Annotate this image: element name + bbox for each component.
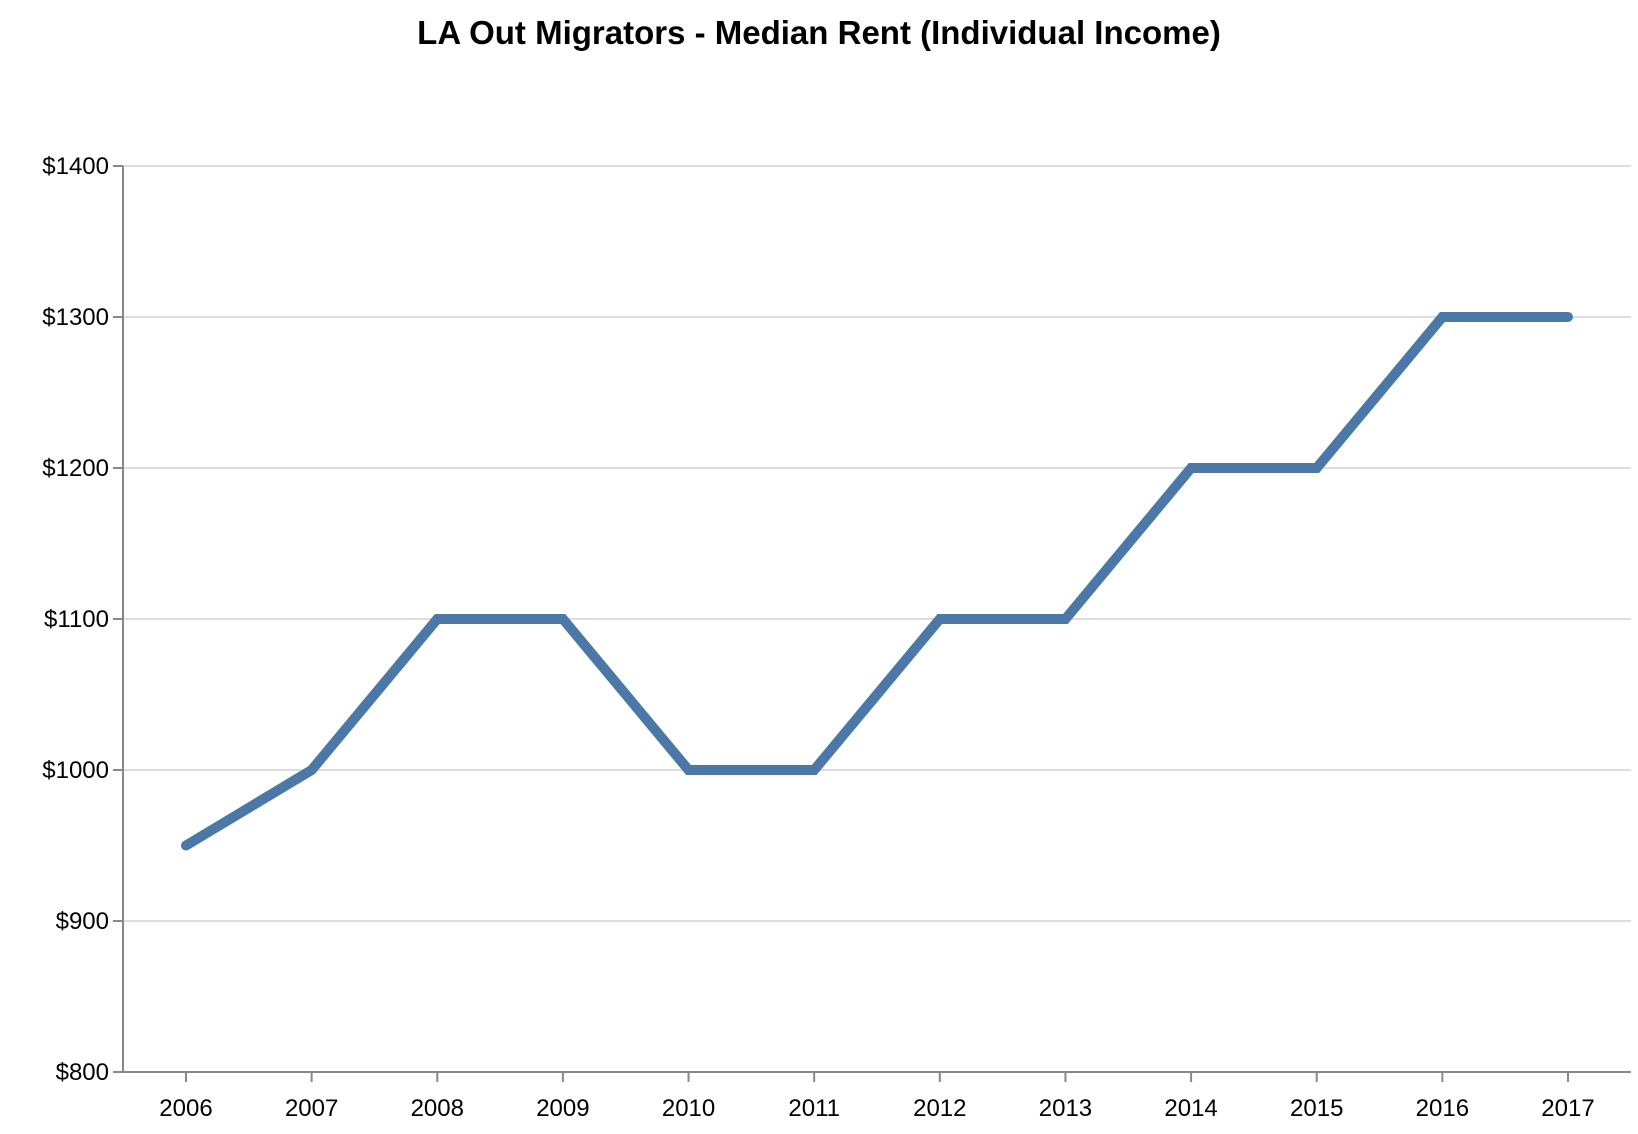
x-tick-label: 2015	[1290, 1095, 1343, 1122]
x-tick-label: 2016	[1416, 1095, 1469, 1122]
y-tick-label: $1000	[42, 757, 109, 784]
x-tick-label: 2013	[1039, 1095, 1092, 1122]
x-tick-label: 2012	[913, 1095, 966, 1122]
y-tick-label: $1300	[42, 304, 109, 331]
chart-title: LA Out Migrators - Median Rent (Individu…	[417, 14, 1221, 51]
x-tick-label: 2009	[536, 1095, 589, 1122]
y-tick-label: $1400	[42, 153, 109, 180]
x-tick-label: 2008	[411, 1095, 464, 1122]
y-tick-label: $1200	[42, 455, 109, 482]
series-line	[181, 312, 1573, 851]
x-tick-label: 2014	[1164, 1095, 1217, 1122]
x-tick-label: 2011	[788, 1095, 840, 1122]
y-tick-label: $900	[56, 908, 109, 935]
axes	[113, 165, 1631, 1082]
x-tick-label: 2010	[662, 1095, 715, 1122]
series-layer	[181, 312, 1573, 851]
grid-lines	[123, 165, 1631, 922]
x-tick-label: 2006	[159, 1095, 212, 1122]
x-tick-label: 2017	[1541, 1095, 1594, 1122]
tick-labels: $800 $900 $1000 $1100 $1200 $1300 $1400 2006 200…	[42, 153, 1594, 1122]
y-tick-label: $800	[56, 1059, 109, 1086]
x-tick-label: 2007	[285, 1095, 338, 1122]
y-tick-label: $1100	[44, 606, 109, 633]
